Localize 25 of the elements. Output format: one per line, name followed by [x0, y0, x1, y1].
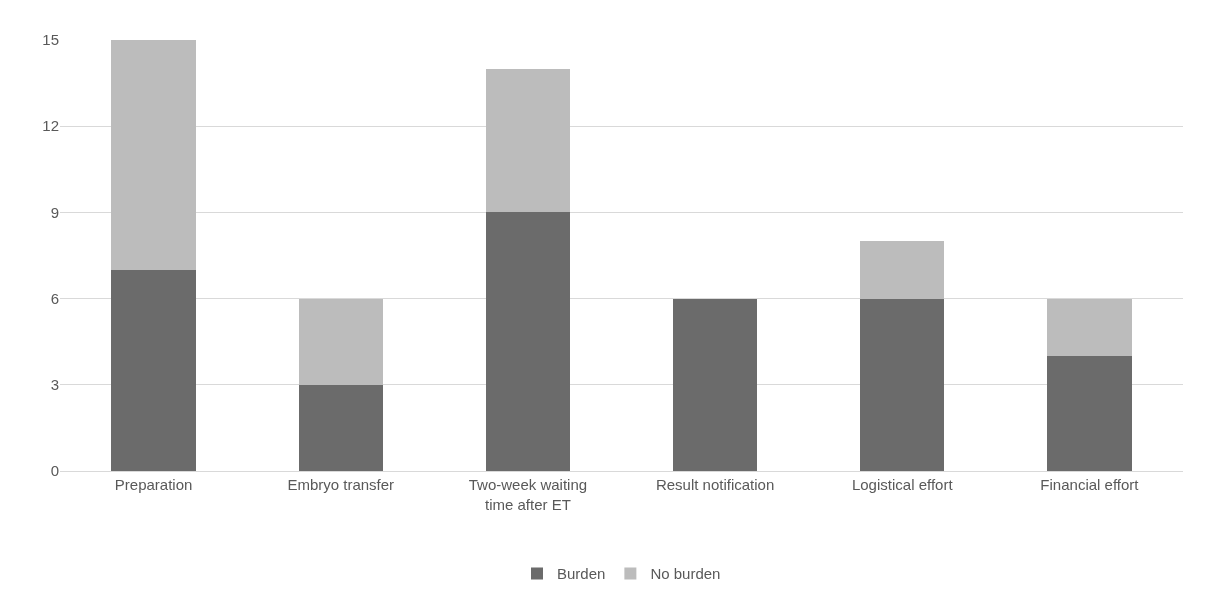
legend-label: No burden: [650, 565, 721, 583]
bar: [298, 298, 383, 385]
y-tick-label: 6: [50, 289, 59, 307]
x-tick-label: Two-week waiting time after ET: [468, 476, 588, 513]
y-tick-label: 0: [50, 462, 59, 480]
bar: [672, 298, 758, 471]
bar: [485, 68, 571, 213]
legend-label: Burden: [557, 565, 606, 583]
y-tick-label: 9: [50, 203, 59, 221]
x-tick-label: Preparation: [114, 476, 193, 493]
bar: [1047, 298, 1132, 357]
x-tick-label: Logistical effort: [851, 476, 954, 493]
bar: [860, 298, 945, 471]
bar: [111, 269, 196, 471]
x-tick-label: Result notification: [655, 476, 775, 493]
y-tick-label: 12: [42, 117, 59, 135]
bar: [298, 384, 383, 471]
bar: [111, 40, 196, 270]
x-tick-label: Financial effort: [1040, 476, 1140, 493]
bar: [1047, 356, 1132, 471]
x-tick-label: Embryo transfer: [287, 476, 395, 493]
y-tick-label: 3: [50, 376, 59, 394]
y-tick-label: 15: [42, 31, 59, 49]
bar: [485, 212, 571, 471]
bar: [860, 241, 945, 299]
